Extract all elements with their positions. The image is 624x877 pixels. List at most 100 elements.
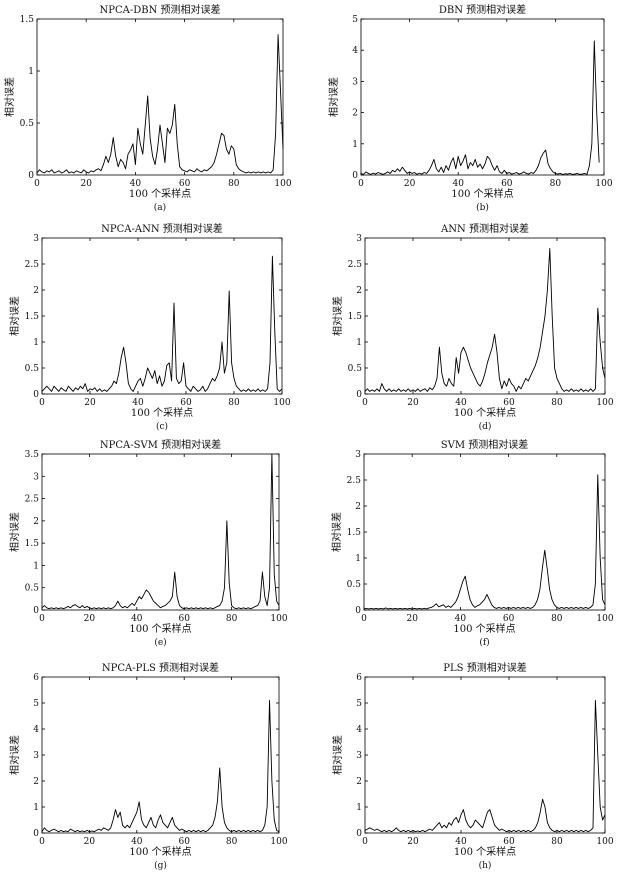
- y-tick-label: 4: [33, 725, 39, 735]
- x-tick-label: 80: [226, 837, 238, 847]
- panel-caption: (g): [154, 860, 167, 871]
- x-tick-label: 100: [596, 614, 613, 624]
- plot-frame: [36, 18, 284, 176]
- chart-panel: 0 20 40 60 80 100 0 1 2 3 4 5 6 NPCA-PLS 预测相对误差 100 个采…: [8, 661, 288, 871]
- x-tick-label: 0: [34, 179, 40, 189]
- x-tick-label: 20: [406, 614, 418, 624]
- x-tick-label: 40: [131, 837, 143, 847]
- y-tick-label: 5: [352, 15, 358, 25]
- y-axis-label: 相对误差: [8, 735, 21, 775]
- x-tick-label: 0: [39, 614, 45, 624]
- y-tick-label: 0.5: [20, 119, 35, 129]
- chart-panel: 0 20 40 60 80 100 0 0.5 1 1.5 NPCA-DBN 预测相对误差 100 个…: [3, 3, 292, 213]
- chart-panel: 0 20 40 60 80 100 0 0.5 1 1.5 2 2.5 3 NPCA-ANN 预测相对误差…: [8, 222, 291, 432]
- plot-frame: [41, 237, 283, 395]
- y-tick-label: 1: [352, 140, 358, 150]
- y-tick-label: 3: [356, 751, 362, 761]
- x-tick-label: 80: [228, 398, 240, 408]
- chart-panel: 0 20 40 60 80 100 0 1 2 3 4 5 DBN 预测相对误差 100 个采样点 相对误差…: [327, 3, 613, 213]
- x-tick-label: 0: [39, 837, 45, 847]
- x-tick-label: 100: [270, 614, 287, 624]
- series-line: [364, 699, 606, 833]
- x-tick-label: 60: [178, 614, 190, 624]
- y-tick-label: 6: [33, 673, 39, 683]
- x-tick-label: 0: [358, 179, 364, 189]
- x-axis-label: 100 个采样点: [129, 845, 191, 858]
- y-tick-label: 4: [356, 725, 362, 735]
- y-axis-label: 相对误差: [331, 735, 344, 775]
- y-tick-label: 1.5: [25, 539, 40, 549]
- x-tick-label: 100: [595, 179, 612, 189]
- y-tick-label: 1: [356, 338, 362, 348]
- y-tick-label: 0: [352, 171, 358, 181]
- y-tick-label: 1: [33, 803, 39, 813]
- y-tick-label: 0: [33, 829, 39, 839]
- x-axis-label: 100 个采样点: [129, 187, 191, 200]
- series-line: [360, 40, 600, 175]
- y-tick-label: 1.5: [20, 15, 35, 25]
- y-tick-label: 3: [355, 450, 361, 460]
- x-tick-label: 40: [455, 837, 467, 847]
- y-tick-label: 2: [33, 286, 39, 296]
- y-tick-label: 3: [352, 77, 358, 87]
- x-tick-label: 80: [228, 179, 240, 189]
- y-tick-label: 2: [356, 777, 362, 787]
- x-tick-label: 20: [404, 179, 416, 189]
- y-tick-label: 2: [352, 109, 358, 119]
- x-tick-label: 0: [362, 837, 368, 847]
- y-tick-label: 1.5: [25, 312, 40, 322]
- y-tick-label: 2: [356, 286, 362, 296]
- chart-panel: 0 20 40 60 80 100 0 0.5 1 1.5 2 2.5 3 ANN 预测相对误差 100 个…: [331, 222, 614, 432]
- y-tick-label: 2: [355, 502, 361, 512]
- x-tick-label: 60: [503, 837, 515, 847]
- x-tick-label: 40: [132, 398, 144, 408]
- x-tick-label: 20: [407, 398, 419, 408]
- y-axis-label: 相对误差: [327, 77, 340, 117]
- chart-title: NPCA-ANN 预测相对误差: [101, 222, 223, 235]
- x-tick-label: 0: [362, 398, 368, 408]
- y-tick-label: 4: [352, 46, 358, 56]
- panel-caption: (a): [154, 202, 166, 213]
- y-tick-label: 1: [356, 803, 362, 813]
- x-tick-label: 60: [501, 179, 513, 189]
- series-line: [41, 453, 280, 610]
- chart-title: SVM 预测相对误差: [441, 438, 529, 451]
- x-axis-label: 100 个采样点: [131, 406, 193, 419]
- y-tick-label: 0.5: [25, 364, 40, 374]
- y-tick-label: 3: [33, 472, 39, 482]
- x-axis-label: 100 个采样点: [129, 622, 191, 635]
- x-tick-label: 40: [455, 398, 467, 408]
- x-tick-label: 60: [180, 398, 192, 408]
- x-axis-label: 100 个采样点: [451, 187, 513, 200]
- y-tick-label: 5: [356, 699, 362, 709]
- x-tick-label: 20: [80, 179, 92, 189]
- x-tick-label: 20: [84, 398, 96, 408]
- x-tick-label: 20: [407, 837, 419, 847]
- y-tick-label: 0.5: [348, 364, 363, 374]
- x-tick-label: 60: [179, 179, 191, 189]
- y-tick-label: 0: [33, 390, 39, 400]
- x-tick-label: 80: [226, 614, 238, 624]
- x-axis-label: 100 个采样点: [454, 845, 516, 858]
- y-tick-label: 2.5: [348, 260, 363, 270]
- panel-caption: (f): [479, 637, 489, 648]
- y-tick-label: 2: [33, 517, 39, 527]
- series-line: [41, 255, 283, 392]
- y-tick-label: 3: [33, 234, 39, 244]
- chart-panel: 0 20 40 60 80 100 0 0.5 1 1.5 2 2.5 3 SVM 预测相对误差 100 个…: [330, 438, 614, 648]
- x-tick-label: 80: [550, 179, 562, 189]
- panel-caption: (b): [476, 202, 489, 213]
- y-tick-label: 5: [33, 699, 39, 709]
- panel-caption: (d): [479, 421, 492, 432]
- y-tick-label: 2.5: [25, 260, 40, 270]
- y-tick-label: 2.5: [347, 476, 362, 486]
- chart-title: NPCA-SVM 预测相对误差: [100, 438, 221, 451]
- y-tick-label: 3: [33, 751, 39, 761]
- y-tick-label: 3.5: [25, 450, 40, 460]
- plot-frame: [363, 453, 606, 611]
- plot-frame: [364, 237, 606, 395]
- x-tick-label: 20: [84, 614, 96, 624]
- series-line: [364, 247, 606, 392]
- y-tick-label: 0.5: [347, 580, 362, 590]
